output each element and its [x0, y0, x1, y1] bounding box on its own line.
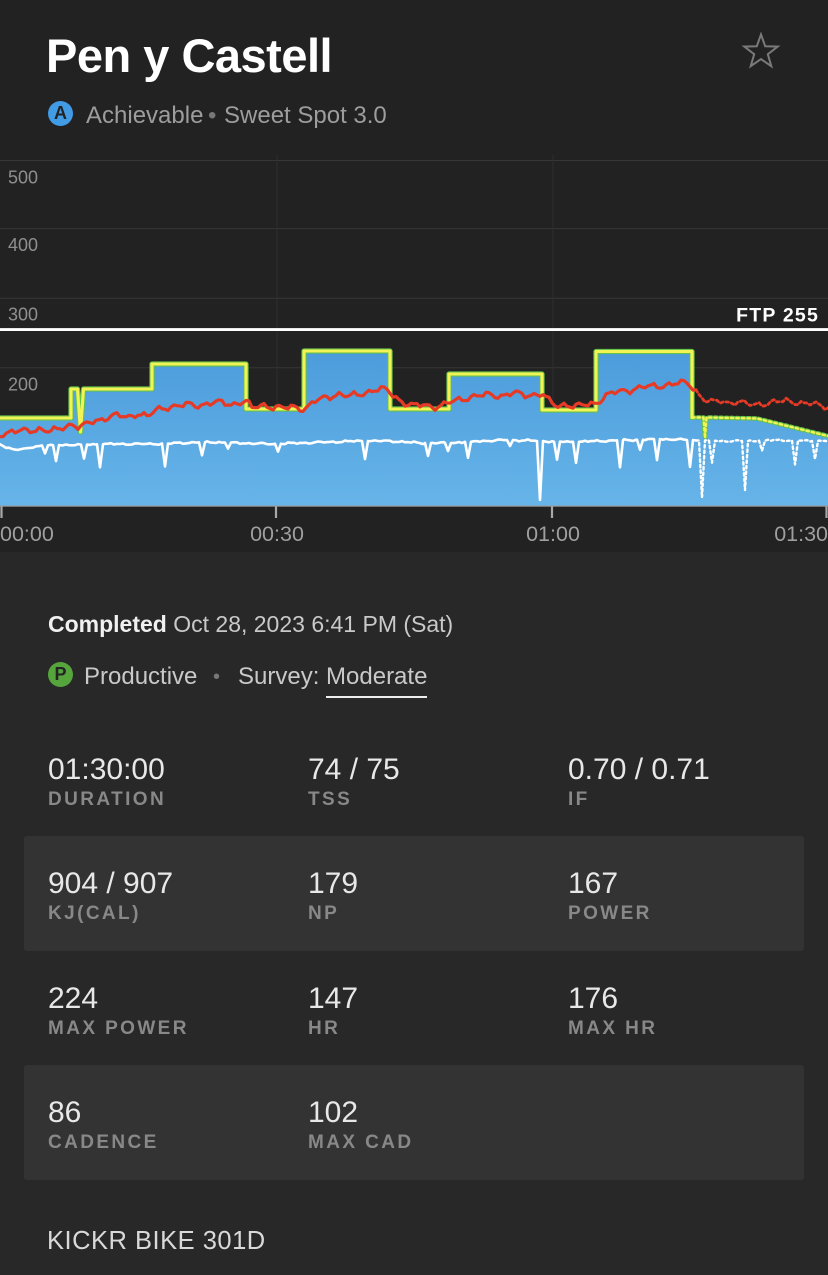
svg-text:FTP 255: FTP 255 [736, 304, 819, 326]
svg-text:01:30: 01:30 [774, 522, 828, 546]
svg-text:00:30: 00:30 [250, 522, 304, 546]
svg-text:01:00: 01:00 [526, 522, 580, 546]
svg-text:400: 400 [8, 235, 38, 255]
svg-text:500: 500 [8, 168, 38, 188]
svg-text:300: 300 [8, 305, 38, 325]
svg-text:00:00: 00:00 [0, 522, 54, 546]
svg-text:200: 200 [8, 374, 38, 394]
